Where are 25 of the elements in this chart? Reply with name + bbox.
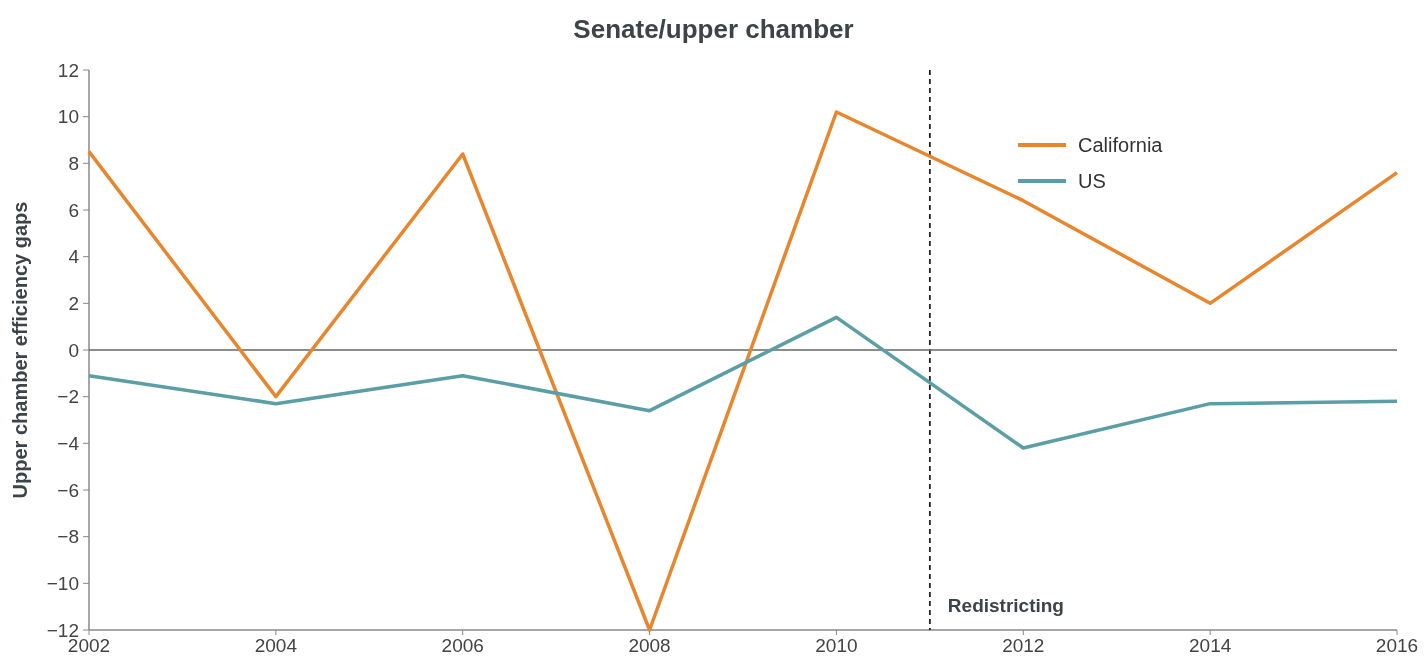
y-tick-label: 12 xyxy=(57,59,79,81)
x-tick-label: 2010 xyxy=(815,635,858,656)
chart-title: Senate/upper chamber xyxy=(573,14,854,44)
y-tick-label: −2 xyxy=(57,386,79,408)
x-tick-label: 2012 xyxy=(1002,635,1045,656)
line-series xyxy=(87,315,1399,450)
x-tick-label: 2008 xyxy=(628,635,671,656)
y-tick-label: −8 xyxy=(57,526,79,548)
y-tick-label: −4 xyxy=(57,432,80,454)
y-axis-title: Upper chamber efficiency gaps xyxy=(9,201,31,499)
x-tick-label: 2014 xyxy=(1189,635,1232,656)
legend-label: US xyxy=(1078,170,1106,192)
x-tick-label: 2016 xyxy=(1375,635,1419,656)
x-tick-label: 2006 xyxy=(441,635,484,656)
y-tick-label: 0 xyxy=(68,339,79,361)
ref-line-label: Redistricting xyxy=(947,595,1064,616)
legend-label: California xyxy=(1078,134,1164,156)
y-tick-label: 2 xyxy=(68,292,79,314)
y-tick-label: 4 xyxy=(68,246,80,268)
y-tick-label: 8 xyxy=(68,152,79,174)
y-tick-label: −6 xyxy=(57,479,79,501)
y-tick-label: 10 xyxy=(57,106,79,128)
y-tick-label: 6 xyxy=(68,199,79,221)
x-tick-label: 2004 xyxy=(254,635,298,656)
y-tick-label: −10 xyxy=(46,572,79,594)
